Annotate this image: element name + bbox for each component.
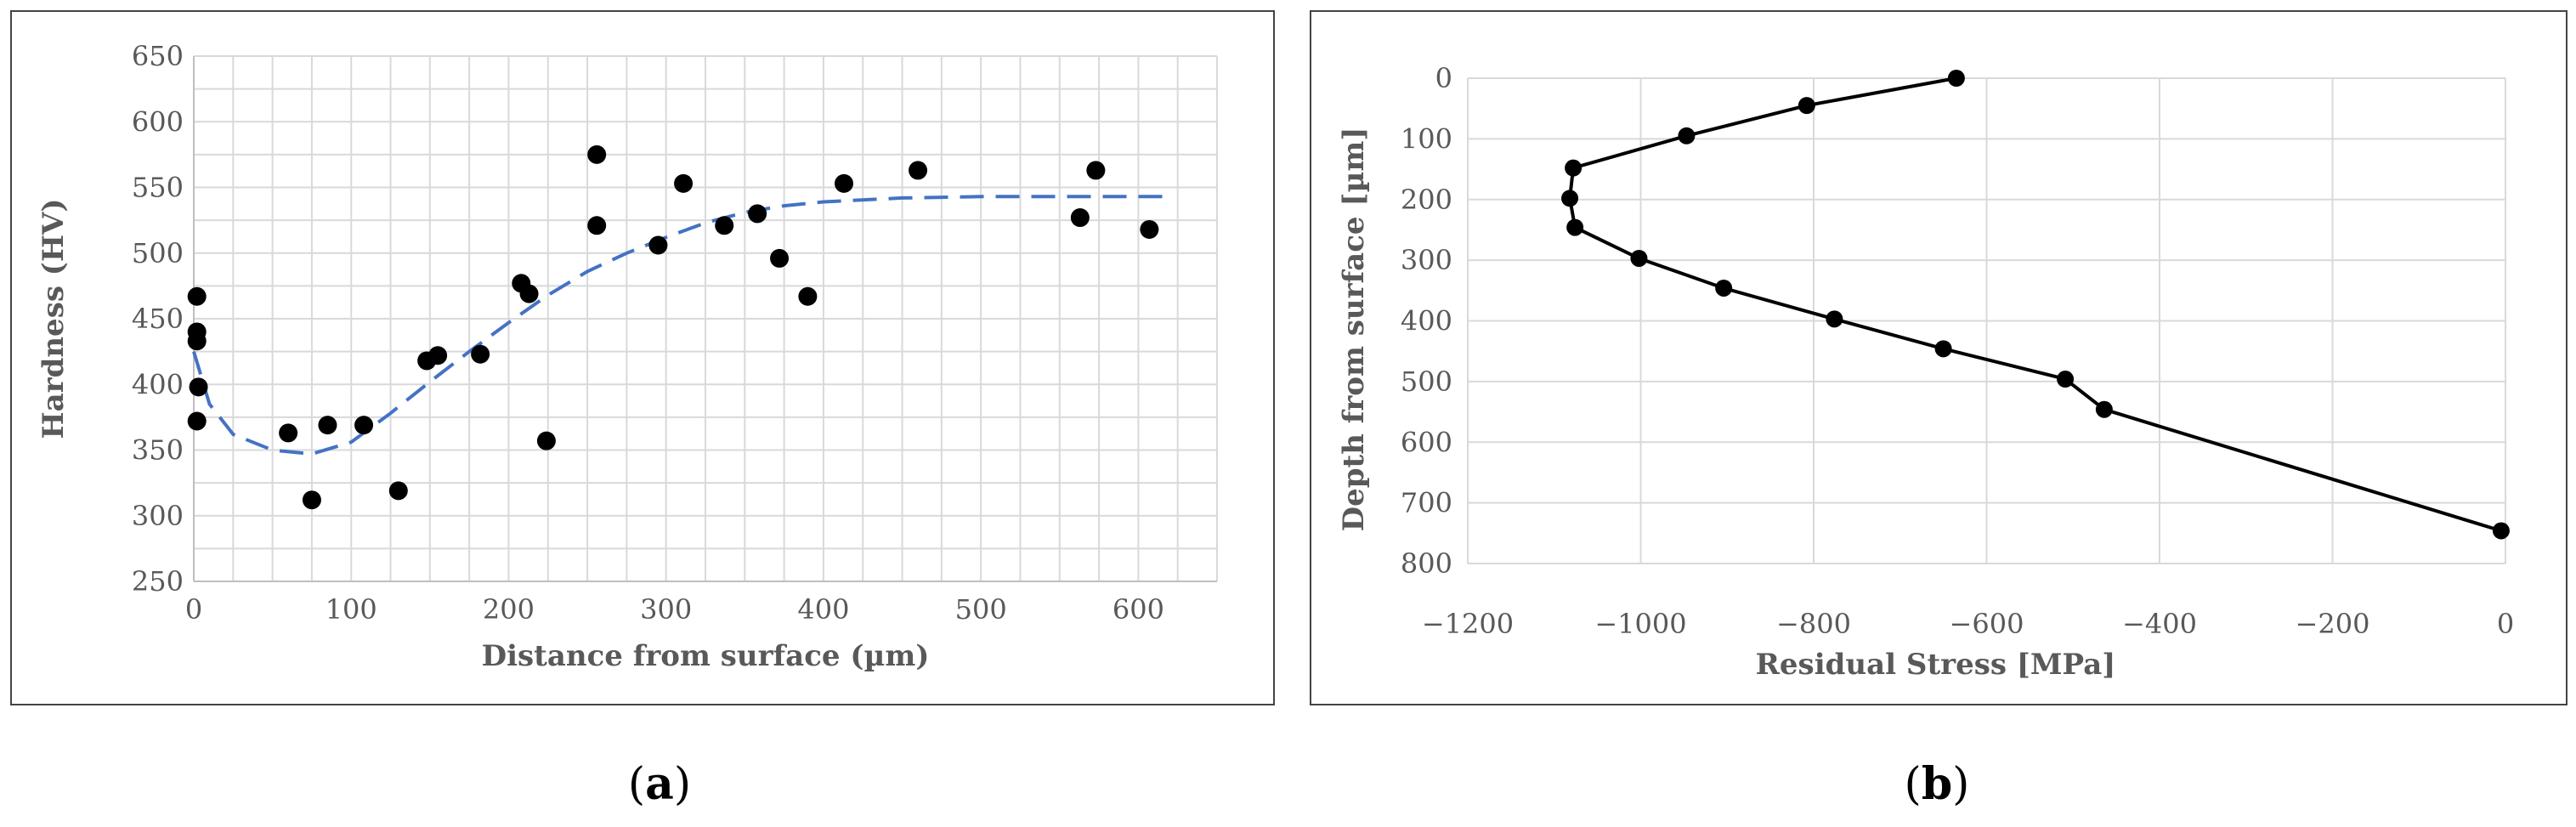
- hardness-point: [187, 331, 207, 351]
- hardness-point: [428, 346, 448, 365]
- panel-a-frame: [10, 10, 1275, 705]
- hardness-point: [770, 248, 790, 268]
- stress-x-tick-label: −400: [2122, 608, 2197, 640]
- stress-x-axis-title: Residual Stress [MPa]: [1756, 648, 2116, 682]
- hardness-point: [798, 286, 818, 306]
- stress-profile-line: [1568, 76, 2502, 533]
- stress-y-tick-labels: 0 100 200 300 400 500 600 700 800: [1401, 62, 1452, 580]
- hardness-point: [1140, 219, 1159, 239]
- stress-point: [1715, 279, 1733, 297]
- stress-y-tick-label: 100: [1401, 122, 1452, 155]
- hardness-y-tick-label: 500: [132, 237, 184, 269]
- hardness-point: [354, 416, 374, 435]
- hardness-y-axis-title: Hardness (HV): [37, 199, 71, 439]
- panel-label-a: (a): [628, 758, 691, 810]
- stress-x-tick-label: −600: [1950, 608, 2024, 640]
- hardness-point: [536, 431, 556, 450]
- hardness-x-tick-label: 600: [1112, 593, 1164, 626]
- hardness-point: [279, 423, 298, 443]
- hardness-point: [318, 416, 337, 435]
- hardness-y-tick-label: 600: [132, 105, 184, 138]
- stress-y-axis-title: Depth from surface [µm]: [1337, 127, 1371, 532]
- stress-point: [1565, 159, 1582, 177]
- hardness-grid: [193, 55, 1218, 582]
- stress-point: [1798, 97, 1815, 115]
- stress-x-tick-label: −1200: [1422, 608, 1514, 640]
- hardness-point: [187, 286, 207, 306]
- hardness-x-tick-label: 0: [185, 593, 202, 626]
- hardness-point: [187, 411, 207, 431]
- stress-points: [1561, 70, 2510, 540]
- hardness-y-tick-label: 250: [132, 565, 184, 598]
- hardness-point: [587, 216, 607, 235]
- hardness-x-tick-label: 100: [326, 593, 377, 626]
- stress-y-tick-label: 600: [1401, 426, 1452, 458]
- stress-x-tick-label: −800: [1776, 608, 1851, 640]
- stress-y-tick-label: 0: [1435, 62, 1452, 94]
- hardness-x-tick-label: 200: [483, 593, 535, 626]
- stress-y-tick-label: 700: [1401, 487, 1452, 519]
- hardness-y-tick-labels: 250 300 350 400 450 500 550 600 650: [132, 40, 184, 598]
- hardness-point: [1070, 208, 1090, 228]
- stress-x-tick-label: −200: [2296, 608, 2370, 640]
- hardness-x-tick-labels: 0 100 200 300 400 500 600: [185, 593, 1164, 626]
- hardness-x-tick-label: 400: [797, 593, 849, 626]
- stress-y-tick-label: 500: [1401, 365, 1452, 398]
- hardness-y-tick-label: 450: [132, 303, 184, 335]
- hardness-y-tick-label: 350: [132, 434, 184, 467]
- stress-y-tick-label: 300: [1401, 244, 1452, 276]
- hardness-axes: [193, 56, 1217, 582]
- hardness-point: [302, 490, 321, 510]
- hardness-point: [388, 481, 408, 501]
- hardness-y-tick-label: 300: [132, 500, 184, 532]
- hardness-points: [187, 144, 1159, 510]
- stress-point: [1561, 190, 1579, 207]
- panel-b-frame: [1310, 10, 2568, 705]
- hardness-point: [674, 173, 694, 193]
- stress-x-tick-label: −1000: [1594, 608, 1686, 640]
- hardness-chart: 250 300 350 400 450 500 550 600 650 0 100 200 300 40…: [37, 40, 1218, 673]
- hardness-point: [519, 284, 539, 303]
- stress-point: [1947, 70, 1965, 87]
- stress-point: [1826, 310, 1843, 328]
- hardness-trend-line: [192, 195, 1170, 456]
- stress-point: [2492, 522, 2510, 540]
- stress-y-tick-label: 800: [1401, 547, 1452, 580]
- stress-x-tick-label: 0: [2497, 608, 2514, 640]
- hardness-point: [189, 377, 208, 397]
- panel-label-b: (b): [1905, 758, 1970, 810]
- hardness-point: [909, 161, 928, 180]
- hardness-point: [715, 216, 734, 235]
- residual-stress-chart: 0 100 200 300 400 500 600 700 800 −1200 −1000 −800…: [1337, 62, 2514, 682]
- hardness-x-tick-label: 500: [955, 593, 1007, 626]
- stress-point: [2095, 400, 2113, 418]
- hardness-point: [748, 204, 767, 224]
- stress-y-tick-label: 400: [1401, 305, 1452, 337]
- hardness-x-axis-title: Distance from surface (µm): [482, 639, 930, 673]
- hardness-x-tick-label: 300: [640, 593, 692, 626]
- stress-x-tick-labels: −1200 −1000 −800 −600 −400 −200 0: [1422, 608, 2514, 640]
- hardness-point: [1086, 161, 1106, 180]
- stress-y-tick-label: 200: [1401, 184, 1452, 216]
- stress-point: [1678, 127, 1696, 144]
- hardness-point: [648, 235, 668, 255]
- stress-point: [2057, 371, 2075, 388]
- hardness-y-tick-label: 550: [132, 172, 184, 204]
- hardness-y-tick-label: 650: [132, 40, 184, 72]
- hardness-y-tick-label: 400: [132, 368, 184, 400]
- hardness-point: [835, 173, 854, 193]
- stress-grid: [1467, 77, 2506, 564]
- stress-point: [1630, 249, 1648, 267]
- stress-point: [1566, 218, 1584, 236]
- stress-point: [1934, 340, 1952, 358]
- hardness-point: [587, 144, 607, 164]
- hardness-point: [471, 344, 490, 364]
